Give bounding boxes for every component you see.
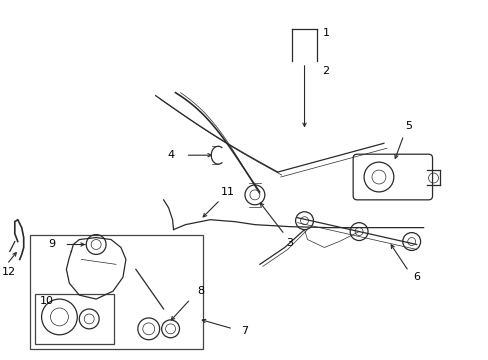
Text: 8: 8: [196, 286, 203, 296]
Text: 11: 11: [221, 187, 235, 197]
Text: 6: 6: [412, 272, 419, 282]
Text: 4: 4: [167, 150, 174, 160]
Text: 12: 12: [2, 267, 16, 277]
Text: 3: 3: [285, 238, 292, 248]
Bar: [35, 294, 114, 344]
Text: 5: 5: [405, 121, 411, 131]
Bar: [30, 235, 203, 349]
Text: 10: 10: [40, 296, 53, 306]
Text: 1: 1: [322, 28, 329, 38]
Text: 9: 9: [48, 239, 55, 249]
Text: 2: 2: [322, 66, 329, 76]
Text: 7: 7: [241, 326, 248, 336]
